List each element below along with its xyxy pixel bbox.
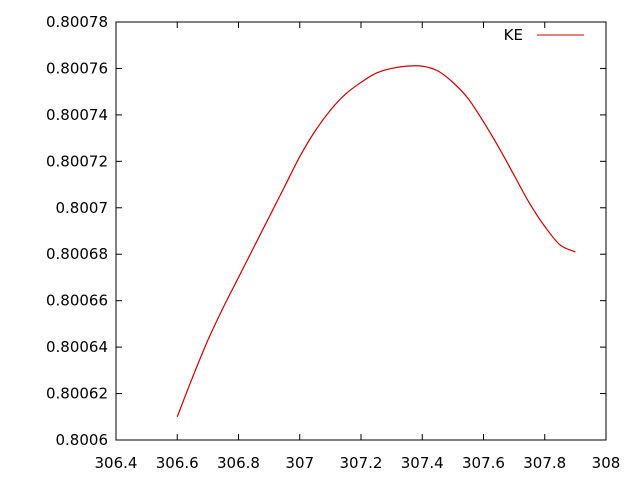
y-tick-label: 0.80066 [46, 292, 108, 310]
y-tick-label: 0.80076 [46, 59, 108, 77]
legend: KE [504, 26, 584, 44]
y-tick-label: 0.8006 [56, 431, 109, 449]
x-tick-label: 307.2 [340, 454, 383, 472]
y-tick-label: 0.80072 [46, 152, 108, 170]
x-tick-label: 307.4 [401, 454, 444, 472]
y-tick-label: 0.80062 [46, 385, 108, 403]
x-tick-label: 308 [592, 454, 621, 472]
x-tick-label: 306.8 [217, 454, 260, 472]
axis-ticks [115, 21, 607, 441]
y-tick-label: 0.80068 [46, 245, 108, 263]
x-tick-label: 306.6 [156, 454, 199, 472]
series-layer [176, 65, 576, 417]
x-tick-label: 307.8 [523, 454, 566, 472]
y-tick-label: 0.80064 [46, 338, 108, 356]
y-tick-label: 0.80074 [46, 106, 108, 124]
axis-tick-labels: 306.4 306.6 306.8 307 307.2 307.4 307.6 307.8 30… [46, 13, 620, 472]
y-tick-label: 0.8007 [56, 199, 109, 217]
y-tick-label: 0.80078 [46, 13, 108, 31]
legend-label-ke: KE [504, 26, 523, 44]
x-tick-label: 306.4 [95, 454, 138, 472]
x-tick-label: 307.6 [462, 454, 505, 472]
x-tick-label: 307 [285, 454, 314, 472]
plot-frame [115, 21, 607, 441]
series-line-ke [176, 65, 576, 417]
